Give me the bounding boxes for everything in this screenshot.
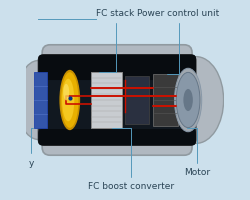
FancyBboxPatch shape [38,55,196,80]
Text: Power control unit: Power control unit [138,9,220,74]
Ellipse shape [61,72,78,128]
Ellipse shape [60,70,80,130]
Bar [34,72,47,128]
Text: y: y [28,128,34,168]
Text: FC stack: FC stack [96,9,135,72]
Bar [125,76,149,124]
Text: Motor: Motor [184,128,210,177]
FancyBboxPatch shape [38,55,196,145]
Ellipse shape [174,68,202,132]
Bar [92,72,122,128]
FancyBboxPatch shape [38,129,196,145]
Ellipse shape [63,84,69,100]
Ellipse shape [62,79,74,121]
Text: FC boost converter: FC boost converter [88,128,174,191]
Ellipse shape [16,61,60,139]
Bar [152,74,178,126]
Ellipse shape [168,57,224,143]
Ellipse shape [176,72,200,128]
FancyBboxPatch shape [42,45,192,155]
Ellipse shape [184,89,193,111]
